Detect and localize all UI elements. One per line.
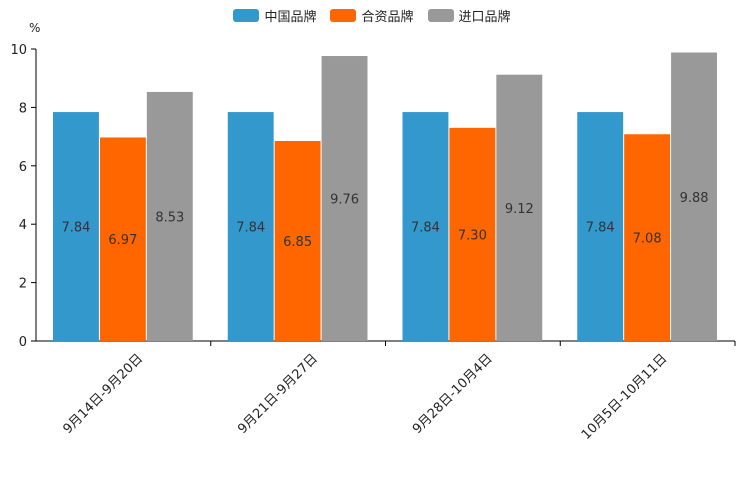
y-tick-label: 10	[10, 43, 27, 58]
data-label: 7.84	[61, 221, 90, 236]
legend-item-import-brand[interactable]: 进口品牌	[427, 6, 511, 25]
y-tick-label: 0	[19, 335, 27, 350]
y-axis-unit: %	[29, 21, 41, 35]
y-tick-label: 4	[19, 218, 27, 233]
data-label: 7.08	[633, 232, 662, 247]
y-tick-label: 8	[19, 101, 27, 116]
legend-label-jv-brand: 合资品牌	[361, 10, 414, 25]
bar	[99, 137, 146, 341]
legend-item-china-brand[interactable]: 中国品牌	[233, 6, 316, 25]
data-label: 9.76	[330, 193, 359, 208]
data-label: 7.84	[236, 221, 265, 236]
data-label: 9.12	[505, 202, 534, 217]
y-tick-label: 2	[19, 277, 27, 292]
legend-swatch-china-brand	[233, 9, 260, 22]
x-tick-label: 10月5日-10月11日	[579, 351, 671, 443]
data-label: 8.53	[155, 210, 184, 225]
data-label: 9.88	[680, 191, 709, 206]
bar	[53, 112, 99, 342]
data-label: 6.97	[108, 233, 137, 248]
bar	[671, 52, 717, 342]
bar	[321, 56, 368, 342]
chart-legend: 中国品牌 合资品牌 进口品牌	[0, 6, 744, 25]
bar	[274, 140, 321, 341]
data-label: 7.30	[458, 228, 487, 243]
bar	[577, 112, 624, 342]
legend-item-jv-brand[interactable]: 合资品牌	[330, 6, 414, 25]
data-label: 7.84	[586, 221, 615, 236]
bar	[624, 134, 671, 341]
legend-swatch-import-brand	[427, 9, 454, 22]
data-label: 6.85	[283, 235, 312, 250]
x-tick-label: 9月14日-9月20日	[60, 351, 146, 437]
data-label: 7.84	[411, 221, 440, 236]
legend-label-import-brand: 进口品牌	[458, 10, 511, 25]
bar	[449, 127, 496, 341]
legend-swatch-jv-brand	[330, 9, 357, 22]
bar	[146, 91, 193, 341]
y-tick-label: 6	[19, 160, 27, 175]
x-tick-label: 9月28日-10月4日	[410, 351, 496, 437]
bar	[496, 74, 543, 342]
legend-label-china-brand: 中国品牌	[264, 10, 317, 25]
x-tick-label: 9月21日-9月27日	[235, 351, 321, 437]
bar	[402, 112, 449, 342]
bar	[227, 112, 274, 342]
